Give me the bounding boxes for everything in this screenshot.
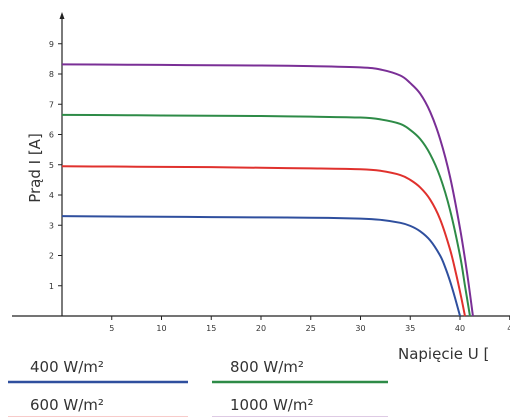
y-tick-label: 3: [49, 221, 54, 230]
y-tick-label: 6: [49, 131, 54, 140]
x-tick-label: 25: [306, 324, 316, 333]
x-tick-label: 4: [507, 324, 510, 333]
legend: 400 W/m² 800 W/m² 600 W/m² 1000 W/m²: [8, 358, 388, 417]
series-line-1: [61, 215, 461, 317]
legend-item-400: 400 W/m²: [8, 358, 188, 384]
legend-label-600: 600 W/m²: [30, 396, 104, 414]
legend-label-1000: 1000 W/m²: [230, 396, 313, 414]
x-tick-label: 20: [256, 324, 266, 333]
y-tick-label: 2: [49, 252, 54, 261]
y-tick-label: 9: [49, 40, 54, 49]
y-axis-title: Prąd I [A]: [26, 133, 44, 203]
y-tick-label: 7: [49, 100, 54, 109]
legend-item-600: 600 W/m²: [8, 396, 188, 417]
x-axis-title: Napięcie U [: [398, 345, 489, 363]
legend-item-1000: 1000 W/m²: [212, 396, 388, 417]
y-tick-label: 5: [49, 161, 54, 170]
x-tick-label: 35: [405, 324, 415, 333]
y-axis-arrow: [59, 12, 65, 19]
x-tick-label: 15: [206, 324, 216, 333]
series-line-4: [61, 63, 474, 317]
x-tick-label: 30: [355, 324, 365, 333]
series-line-3: [61, 113, 471, 317]
x-ticks: 5 10 15 20 25 30 35 40 4: [109, 316, 510, 333]
series-line-2: [61, 165, 466, 317]
y-tick-label: 4: [49, 191, 54, 200]
x-tick-label: 40: [455, 324, 465, 333]
legend-item-800: 800 W/m²: [212, 358, 388, 384]
y-tick-label: 1: [49, 282, 54, 291]
series-lines: [61, 63, 474, 317]
y-ticks: 1 2 3 4 5 6 7 8 9: [49, 40, 62, 291]
x-tick-label: 10: [156, 324, 166, 333]
y-tick-label: 8: [49, 70, 54, 79]
legend-label-400: 400 W/m²: [30, 358, 104, 376]
x-tick-label: 5: [109, 324, 114, 333]
legend-label-800: 800 W/m²: [230, 358, 304, 376]
